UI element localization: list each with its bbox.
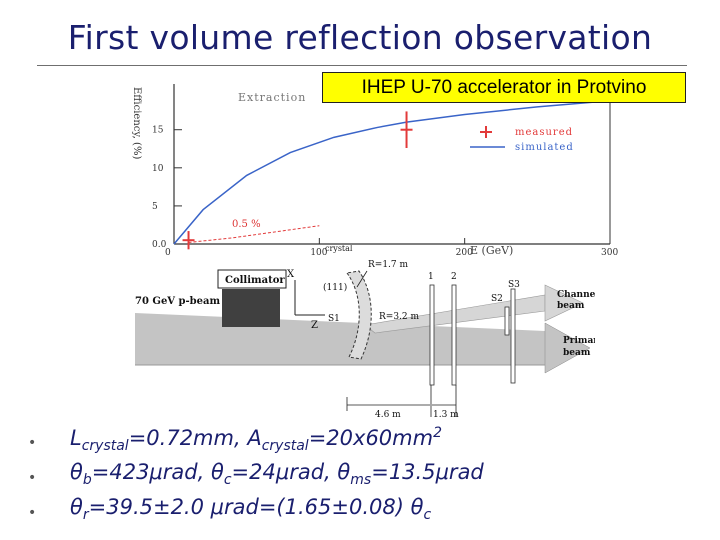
channeled-beam-arrow <box>544 284 584 322</box>
crystal <box>346 270 372 360</box>
channeled-beam-label-1: Channeled <box>557 290 595 300</box>
series-simulated-line <box>173 100 611 245</box>
y-tick-label-0: 0.0 <box>152 240 167 250</box>
beam-label: 70 GeV p-beam <box>135 296 221 307</box>
primary-beam-label-2: beam <box>563 348 591 358</box>
r2-label: R=3.2 m <box>379 312 419 322</box>
parameter-list: • Lcrystal=0.72mm, Acrystal=20x60mm2 • θ… <box>28 425 708 530</box>
angles-text: θb=423μrad, θc=24μrad, θms=13.5μrad <box>70 460 484 489</box>
accelerator-callout: IHEP U-70 accelerator in Protvino <box>322 72 686 103</box>
x-tick-label-1: 100 <box>310 248 327 257</box>
bullet-reflection-angle: • θr=39.5±2.0 μrad=(1.65±0.08) θc <box>28 495 708 530</box>
primary-beam-arrow <box>544 322 591 374</box>
reflection-angle-text: θr=39.5±2.0 μrad=(1.65±0.08) θc <box>70 495 432 524</box>
scintillator-s3 <box>510 288 516 384</box>
orientation-label: (111) <box>323 282 347 293</box>
crystal-label: crystal <box>325 245 353 253</box>
annotation-extraction: Extraction <box>238 91 306 104</box>
channeled-beam-label-2: beam <box>557 301 585 311</box>
annotation-half-percent: 0.5 % <box>232 219 261 230</box>
series-half-percent-line <box>188 225 320 243</box>
bullet-crystal-dimensions: • Lcrystal=0.72mm, Acrystal=20x60mm2 <box>28 425 708 460</box>
y-tick-label-2: 10 <box>152 164 164 174</box>
setup-diagram: 70 GeV p-beam Collimator X Z crystal (11… <box>135 245 595 420</box>
y-tick-label-1: 5 <box>152 202 158 212</box>
legend-simulated-label: simulated <box>515 142 574 153</box>
r1-line <box>356 270 368 288</box>
chart-legend: measured simulated <box>470 126 574 153</box>
dim-1-label: 4.6 m <box>375 410 401 420</box>
s3-label: S3 <box>508 280 520 290</box>
bullet-dot: • <box>28 435 37 451</box>
detector-1-label: 1 <box>428 272 434 282</box>
collimator-label: Collimator <box>225 275 285 286</box>
dim-2-label: 1.3 m <box>433 410 459 420</box>
axis-x-label: X <box>287 269 295 280</box>
axis-z-label: Z <box>311 320 318 331</box>
crystal-dimensions-text: Lcrystal=0.72mm, Acrystal=20x60mm2 <box>70 425 443 455</box>
bullet-angles: • θb=423μrad, θc=24μrad, θms=13.5μrad <box>28 460 708 495</box>
bullet-dot: • <box>28 505 37 521</box>
s1-label: S1 <box>328 314 340 324</box>
measured-point-0 <box>182 231 195 250</box>
x-axis-label: E (GeV) <box>470 244 513 257</box>
x-tick-label-2: 200 <box>456 248 473 257</box>
primary-beam-label-1: Primary <box>563 336 595 346</box>
x-tick-label-3: 300 <box>601 248 618 257</box>
detector-1 <box>429 284 435 386</box>
chart-frame <box>173 82 611 245</box>
legend-measured-label: measured <box>515 127 573 138</box>
s2-label: S2 <box>491 294 503 304</box>
r1-label: R=1.7 m <box>368 260 408 270</box>
detector-2 <box>451 284 457 386</box>
collimator <box>222 289 280 327</box>
primary-beam <box>135 313 545 365</box>
slide-title: First volume reflection observation <box>67 18 653 57</box>
y-tick-label-3: 15 <box>152 126 164 136</box>
collimator-label-box <box>217 269 287 289</box>
title-divider <box>37 65 687 66</box>
x-tick-label-0: 0 <box>165 248 171 257</box>
measured-point-1 <box>400 111 413 148</box>
scintillator-s2 <box>504 306 510 336</box>
bullet-dot: • <box>28 470 37 486</box>
detector-2-label: 2 <box>451 272 457 282</box>
y-axis-label: Efficiency, (%) <box>131 87 142 159</box>
